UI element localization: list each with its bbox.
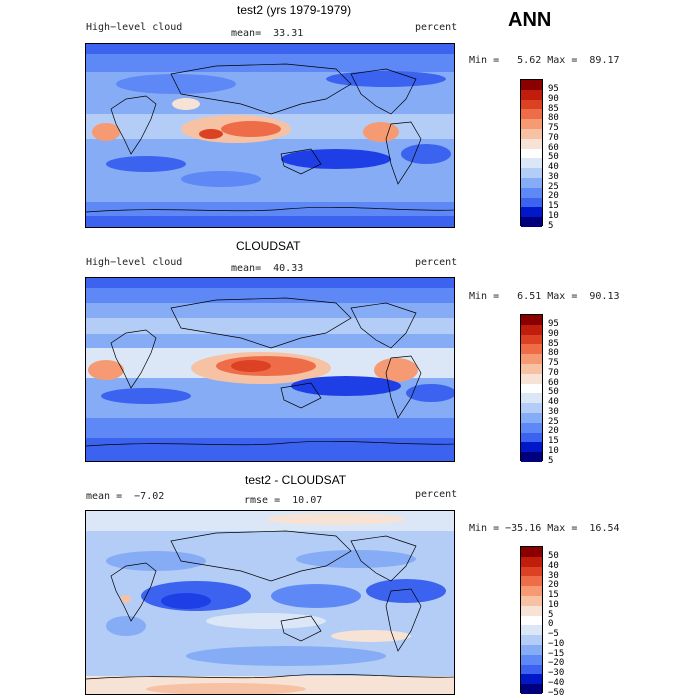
cbar-tick: 50 xyxy=(548,551,559,561)
cbar-tick: −10 xyxy=(548,639,565,649)
cbar-tick: 75 xyxy=(548,123,559,133)
cbar-tick: 10 xyxy=(548,600,559,610)
cbar-tick: 40 xyxy=(548,397,559,407)
cbar-tick: 25 xyxy=(548,182,559,192)
panel-2-units: percent xyxy=(415,257,458,268)
cbar-tick: 20 xyxy=(548,426,559,436)
panel-1-map xyxy=(85,43,455,228)
cbar-tick: 85 xyxy=(548,104,559,114)
cbar-tick: −20 xyxy=(548,658,565,668)
panel-1-minmax: Min = 5.62 Max = 89.17 xyxy=(469,55,620,66)
cbar-tick: 15 xyxy=(548,590,559,600)
season-label: ANN xyxy=(508,9,552,31)
panel-3-mean: mean = −7.02 xyxy=(86,491,165,502)
cbar-tick: 95 xyxy=(548,319,559,329)
cbar-tick: 15 xyxy=(548,436,559,446)
cbar-tick: 0 xyxy=(548,619,554,629)
panel-3-units: percent xyxy=(415,489,458,500)
cbar-tick: 50 xyxy=(548,387,559,397)
panel-1-colorbar xyxy=(520,79,543,227)
cbar-tick: 40 xyxy=(548,162,559,172)
cbar-tick: 20 xyxy=(548,580,559,590)
panel-1-title: test2 (yrs 1979-1979) xyxy=(237,3,352,17)
cbar-tick: 5 xyxy=(548,610,554,620)
panel-1-mean: mean= 33.31 xyxy=(231,28,304,39)
cbar-tick: 25 xyxy=(548,417,559,427)
panel-3-map xyxy=(85,510,455,695)
cbar-tick: −40 xyxy=(548,678,565,688)
cbar-tick: −15 xyxy=(548,649,565,659)
cbar-tick: 30 xyxy=(548,407,559,417)
cbar-tick: 70 xyxy=(548,368,559,378)
cbar-tick: 60 xyxy=(548,378,559,388)
cbar-tick: 5 xyxy=(548,221,554,231)
cbar-tick: 60 xyxy=(548,143,559,153)
cbar-tick: −30 xyxy=(548,668,565,678)
cbar-tick: 5 xyxy=(548,456,554,466)
cbar-tick: 10 xyxy=(548,446,559,456)
cbar-tick: 15 xyxy=(548,201,559,211)
panel-2-map xyxy=(85,277,455,462)
panel-2-mean: mean= 40.33 xyxy=(231,263,304,274)
cbar-tick: 30 xyxy=(548,571,559,581)
cbar-tick: 70 xyxy=(548,133,559,143)
panel-2-title: CLOUDSAT xyxy=(236,239,301,253)
cbar-tick: 90 xyxy=(548,329,559,339)
cbar-tick: 85 xyxy=(548,339,559,349)
panel-3-title: test2 - CLOUDSAT xyxy=(245,473,347,487)
panel-2-variable-label: High−level cloud xyxy=(86,257,183,268)
panel-3-colorbar xyxy=(520,546,543,694)
panel-1-variable-label: High−level cloud xyxy=(86,22,183,33)
cbar-tick: 10 xyxy=(548,211,559,221)
cbar-tick: 40 xyxy=(548,561,559,571)
cbar-tick: 20 xyxy=(548,191,559,201)
cbar-tick: 80 xyxy=(548,113,559,123)
panel-3-rmse: rmse = 10.07 xyxy=(244,495,323,506)
panel-2-colorbar xyxy=(520,314,543,462)
cbar-tick: −50 xyxy=(548,688,565,698)
panel-1-units: percent xyxy=(415,22,458,33)
panel-2-minmax: Min = 6.51 Max = 90.13 xyxy=(469,291,620,302)
cbar-tick: 80 xyxy=(548,348,559,358)
cbar-tick: 50 xyxy=(548,152,559,162)
cbar-tick: 75 xyxy=(548,358,559,368)
cbar-tick: 30 xyxy=(548,172,559,182)
cbar-tick: −5 xyxy=(548,629,559,639)
cbar-tick: 90 xyxy=(548,94,559,104)
cbar-tick: 95 xyxy=(548,84,559,94)
panel-3-minmax: Min = −35.16 Max = 16.54 xyxy=(469,523,620,534)
